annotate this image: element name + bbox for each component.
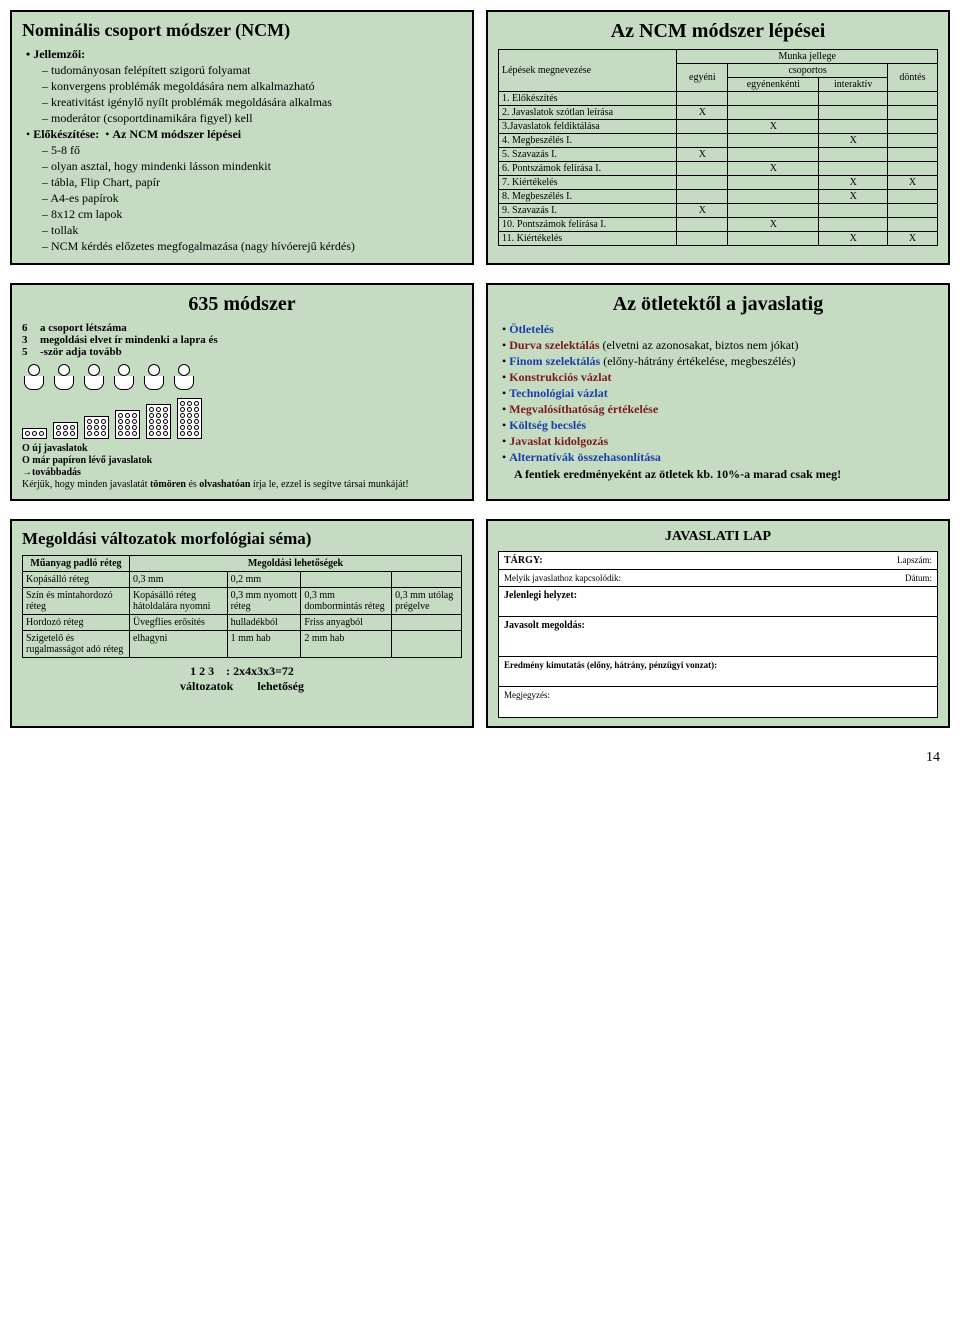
table-row: Szigetelő és rugalmasságot adó rétegelha… xyxy=(23,631,462,658)
person-icon xyxy=(112,364,136,394)
s2-title: Az NCM módszer lépései xyxy=(498,20,938,43)
s4-item: Finom szelektálás (előny-hátrány értékel… xyxy=(502,354,938,369)
s1-b2: Előkészítése: • Az NCM módszer lépései xyxy=(26,127,462,142)
s6-r5: Eredmény kimutatás (előny, hátrány, pénz… xyxy=(504,660,932,683)
s4-item: Technológiai vázlat xyxy=(502,386,938,401)
table-row: 3.Javaslatok feldiktálásaX xyxy=(499,120,938,134)
s3-people-row xyxy=(22,364,462,394)
s1-e5: 8x12 cm lapok xyxy=(42,207,462,222)
page-number: 14 xyxy=(10,746,950,770)
s6-r1a: TÁRGY: xyxy=(504,555,897,566)
s3-legend: O új javaslatok O már papíron lévő javas… xyxy=(22,443,462,491)
s1-d3: kreativitást igénylő nyílt problémák meg… xyxy=(42,95,462,110)
s6-r3: Jelenlegi helyzet: xyxy=(504,590,932,613)
table-row: 9. Szavazás I.X xyxy=(499,204,938,218)
s4-item: Megvalósíthatóság értékelése xyxy=(502,402,938,417)
s4-title: Az ötletektől a javaslatig xyxy=(498,293,938,316)
s4-item: Költség becslés xyxy=(502,418,938,433)
s2-ch: Munka jellege xyxy=(677,50,938,64)
s1-d1: tudományosan felépített szigorú folyamat xyxy=(42,63,462,78)
table-row: Kopásálló réteg0,3 mm0,2 mm xyxy=(23,572,462,588)
s4-item: Ötletelés xyxy=(502,322,938,337)
table-row: 11. KiértékelésXX xyxy=(499,232,938,246)
s1-e7: NCM kérdés előzetes megfogalmazása (nagy… xyxy=(42,239,462,254)
s2-c2a: egyénenkénti xyxy=(728,78,819,92)
s1-d2: konvergens problémák megoldására nem alk… xyxy=(42,79,462,94)
s1-e1: 5-8 fő xyxy=(42,143,462,158)
s3-sheets-row xyxy=(22,398,462,439)
s3-defs: 6a csoport létszáma3megoldási elvet ír m… xyxy=(22,322,462,358)
slide-morphological: Megoldási változatok morfológiai séma) M… xyxy=(10,519,474,728)
person-icon xyxy=(52,364,76,394)
s2-c1: egyéni xyxy=(677,64,728,92)
s4-item: Alternatívák összehasonlítása xyxy=(502,450,938,465)
slide-proposal-sheet: JAVASLATI LAP TÁRGY:Lapszám: Melyik java… xyxy=(486,519,950,728)
idea-sheet xyxy=(146,404,171,439)
s4-list: ÖtletelésDurva szelektálás (elvetni az a… xyxy=(498,322,938,465)
s4-item: Durva szelektálás (elvetni az azonosakat… xyxy=(502,338,938,353)
s1-d4: moderátor (csoportdinamikára figyel) kel… xyxy=(42,111,462,126)
s3-def: 3megoldási elvet ír mindenki a lapra és xyxy=(22,334,462,346)
table-row: Hordozó rétegÜvegflies erősítéshulladékb… xyxy=(23,615,462,631)
table-row: 2. Javaslatok szótlan leírásaX xyxy=(499,106,938,120)
s2-c3: döntés xyxy=(887,64,937,92)
idea-sheet xyxy=(53,422,78,439)
table-row: Szín és mintahordozó rétegKopásálló réte… xyxy=(23,588,462,615)
s2-c2b: interaktív xyxy=(819,78,888,92)
s6-r4: Javasolt megoldás: xyxy=(504,620,932,653)
s6-r2b: Dátum: xyxy=(905,573,932,583)
s5-h2: Megoldási lehetőségek xyxy=(129,556,461,572)
s1-list: Jellemzői: tudományosan felépített szigo… xyxy=(22,47,462,254)
table-row: 6. Pontszámok felírása I.X xyxy=(499,162,938,176)
person-icon xyxy=(142,364,166,394)
table-row: 1. Előkészítés xyxy=(499,92,938,106)
steps-table: Lépések megnevezése Munka jellege egyéni… xyxy=(498,49,938,246)
s5-h1: Műanyag padló réteg xyxy=(23,556,130,572)
table-row: 8. Megbeszélés I.X xyxy=(499,190,938,204)
table-row: 10. Pontszámok felírása I.X xyxy=(499,218,938,232)
s6-r2a: Melyik javaslathoz kapcsolódik: xyxy=(504,573,905,583)
s5-title: Megoldási változatok morfológiai séma) xyxy=(22,529,462,549)
idea-sheet xyxy=(84,416,109,439)
s1-e2: olyan asztal, hogy mindenki lásson minde… xyxy=(42,159,462,174)
morph-table: Műanyag padló réteg Megoldási lehetősége… xyxy=(22,555,462,658)
s1-e4: A4-es papírok xyxy=(42,191,462,206)
s6-r6: Megjegyzés: xyxy=(504,690,550,714)
slide-ideas-to-proposal: Az ötletektől a javaslatig ÖtletelésDurv… xyxy=(486,283,950,501)
s2-c0: Lépések megnevezése xyxy=(499,50,677,92)
s1-title: Nominális csoport módszer (NCM) xyxy=(22,20,462,41)
s6-r1b: Lapszám: xyxy=(897,555,932,566)
s4-item: Konstrukciós vázlat xyxy=(502,370,938,385)
table-row: 7. KiértékelésXX xyxy=(499,176,938,190)
s5-footer: 1 2 3 : 2x4x3x3=72 változatok lehetőség xyxy=(22,664,462,694)
table-row: 4. Megbeszélés I.X xyxy=(499,134,938,148)
s2-c2: csoportos xyxy=(728,64,888,78)
s1-e6: tollak xyxy=(42,223,462,238)
s6-title: JAVASLATI LAP xyxy=(498,529,938,545)
s3-def: 5-ször adja tovább xyxy=(22,346,462,358)
s3-note: Kérjük, hogy minden javaslatát tömören é… xyxy=(22,479,462,491)
slide-ncm-steps: Az NCM módszer lépései Lépések megnevezé… xyxy=(486,10,950,265)
s3-title: 635 módszer xyxy=(22,293,462,316)
s4-final: A fentiek eredményeként az ötletek kb. 1… xyxy=(498,467,938,482)
table-row: 5. Szavazás I.X xyxy=(499,148,938,162)
person-icon xyxy=(82,364,106,394)
proposal-form: TÁRGY:Lapszám: Melyik javaslathoz kapcso… xyxy=(498,551,938,718)
idea-sheet xyxy=(177,398,202,439)
s1-e3: tábla, Flip Chart, papír xyxy=(42,175,462,190)
idea-sheet xyxy=(115,410,140,439)
slide-ncm: Nominális csoport módszer (NCM) Jellemző… xyxy=(10,10,474,265)
idea-sheet xyxy=(22,428,47,439)
slide-635: 635 módszer 6a csoport létszáma3megoldás… xyxy=(10,283,474,501)
s3-def: 6a csoport létszáma xyxy=(22,322,462,334)
person-icon xyxy=(22,364,46,394)
s4-item: Javaslat kidolgozás xyxy=(502,434,938,449)
s1-b1: Jellemzői: xyxy=(26,47,462,62)
person-icon xyxy=(172,364,196,394)
